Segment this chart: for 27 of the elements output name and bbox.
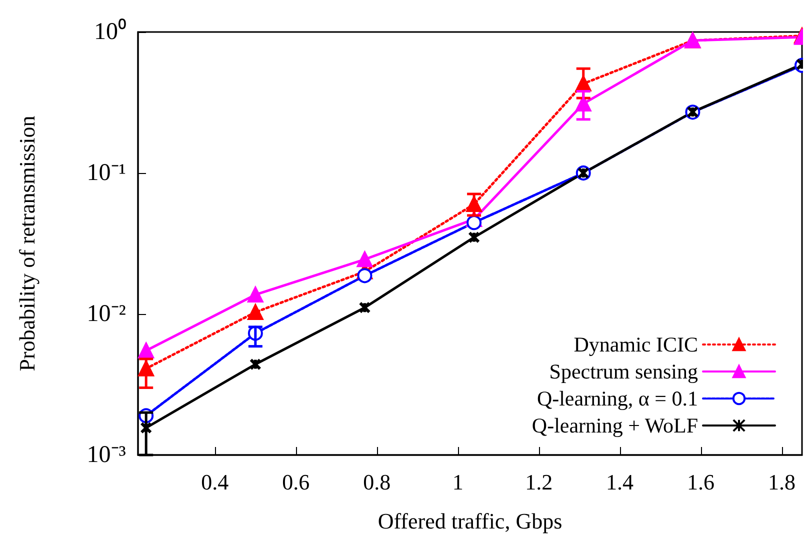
legend-label: Q-learning, α = 0.1: [536, 386, 698, 410]
y-tick-label: 10⁻¹: [86, 160, 126, 186]
x-tick-label: 1.4: [606, 470, 634, 494]
x-tick-label: 1.2: [525, 470, 553, 494]
point: [468, 231, 480, 244]
legend-label: Spectrum sensing: [549, 360, 698, 384]
legend-label: Q-learning + WoLF: [532, 414, 698, 438]
x-tick-label: 0.4: [201, 470, 229, 494]
x-tick-label: 0.8: [363, 470, 391, 494]
point: [249, 358, 262, 370]
x-tick-label: 0.6: [282, 470, 310, 494]
x-tick-label: 1: [452, 470, 464, 494]
y-tick-label: 10⁻³: [86, 442, 126, 468]
x-tick-label: 1.8: [768, 470, 796, 494]
y-tick-label: 10⁰: [94, 18, 126, 45]
point: [356, 252, 372, 268]
x-tick-label: 1.6: [687, 470, 715, 494]
y-axis-title: Probability of retransmission: [14, 116, 40, 372]
point: [138, 342, 154, 358]
point: [248, 304, 264, 320]
y-tick-label: 10⁻²: [86, 301, 126, 327]
point: [248, 286, 264, 302]
point: [358, 302, 371, 314]
point: [357, 268, 372, 284]
x-axis-title: Offered traffic, Gbps: [378, 508, 562, 534]
legend-label: Dynamic ICIC: [574, 332, 698, 356]
point: [466, 215, 482, 230]
